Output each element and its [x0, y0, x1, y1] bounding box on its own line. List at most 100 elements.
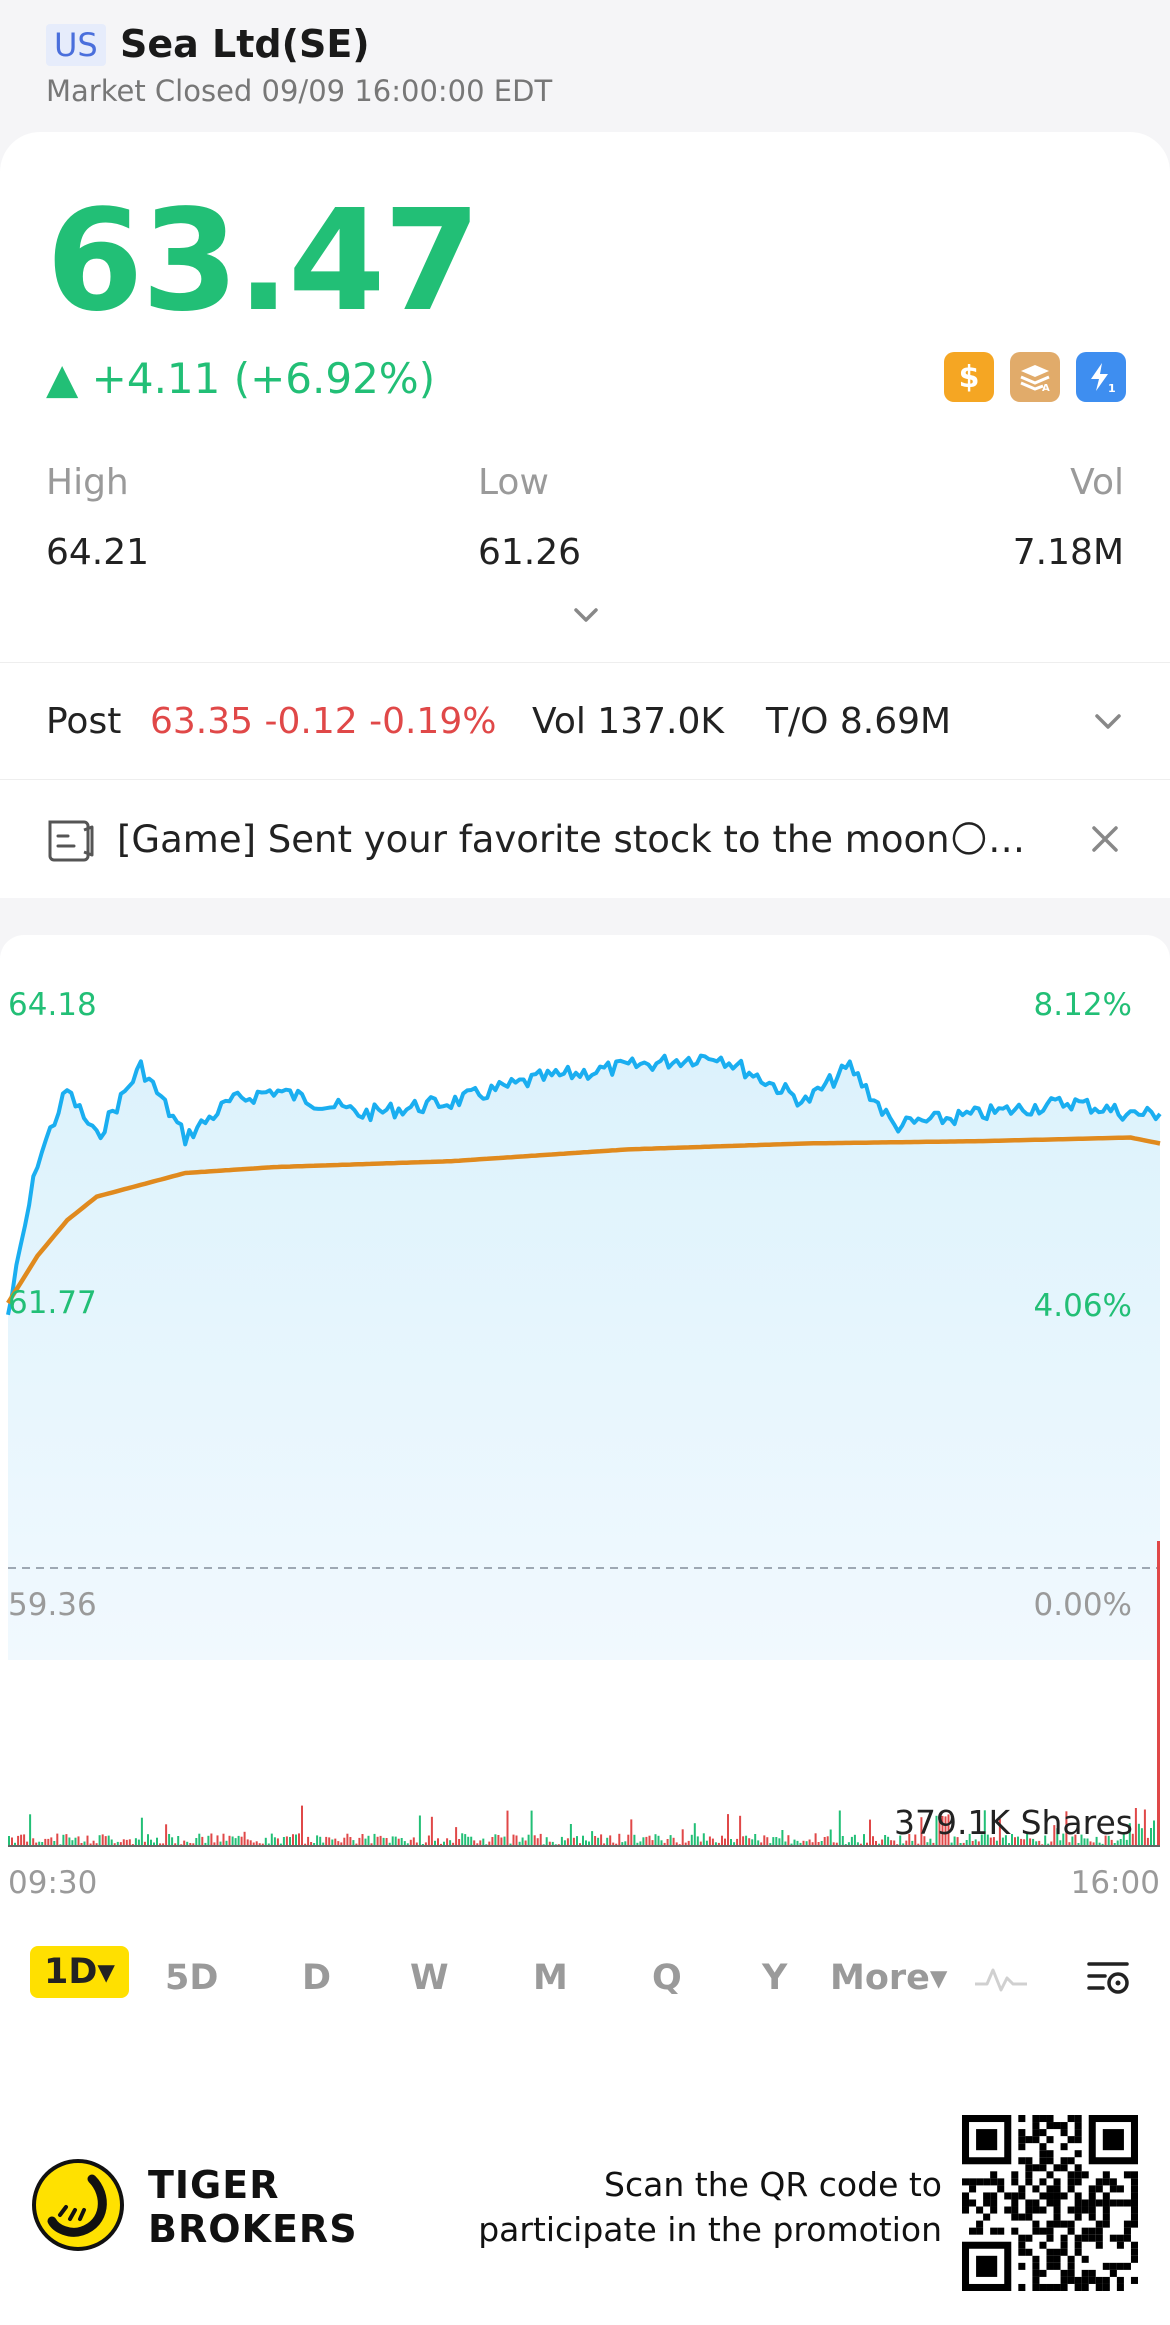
volume-bar: [863, 1834, 865, 1846]
volume-bar: [1153, 1820, 1155, 1846]
volume-bar: [989, 1837, 992, 1846]
volume-bar: [690, 1834, 693, 1846]
volume-bar: [1062, 1833, 1065, 1846]
low-label: Low: [478, 462, 549, 503]
volume-bar: [361, 1834, 364, 1846]
volume-bar: [116, 1841, 119, 1846]
volume-bar: [808, 1839, 811, 1846]
volume-bar: [841, 1836, 844, 1846]
volume-bar: [793, 1839, 796, 1846]
dollar-icon[interactable]: $: [944, 352, 994, 402]
volume-bar: [500, 1837, 503, 1846]
volume-bar: [911, 1840, 914, 1846]
volume-bar: [195, 1838, 198, 1846]
volume-bar: [742, 1836, 745, 1846]
volume-bar: [240, 1836, 243, 1846]
volume-bar: [1056, 1828, 1059, 1846]
volume-bar: [980, 1834, 983, 1846]
promo-banner[interactable]: [Game] Sent your favorite stock to the m…: [0, 780, 1170, 898]
volume-bar: [455, 1827, 458, 1846]
volume-bar: [636, 1842, 639, 1846]
period-q[interactable]: Q: [652, 1958, 682, 1998]
volume-bar: [853, 1834, 856, 1846]
volume-bar: [1125, 1839, 1128, 1846]
volume-bar: [1059, 1840, 1062, 1846]
volume-bar: [814, 1833, 817, 1846]
volume-bar: [899, 1835, 902, 1846]
volume-bar: [246, 1839, 249, 1846]
volume-bar: [766, 1837, 769, 1846]
volume-bar: [727, 1814, 729, 1846]
volume-bar: [847, 1842, 850, 1846]
volume-bar: [591, 1831, 594, 1846]
volume-bar: [337, 1841, 340, 1846]
volume-bar: [627, 1834, 630, 1846]
volume-bar: [237, 1835, 240, 1846]
volume-bar: [319, 1836, 322, 1846]
volume-bar: [47, 1838, 50, 1846]
volume-bar: [850, 1836, 853, 1846]
volume-bar: [458, 1839, 461, 1846]
period-d[interactable]: D: [302, 1958, 332, 1998]
volume-bar: [430, 1816, 433, 1846]
volume-bar: [572, 1837, 575, 1846]
period-1d[interactable]: 1D▾: [30, 1946, 129, 1998]
volume-bar: [603, 1843, 606, 1846]
volume-bar: [494, 1834, 497, 1846]
close-icon[interactable]: [1090, 824, 1120, 854]
volume-bars: [8, 1541, 1160, 1846]
banner-text[interactable]: [Game] Sent your favorite stock to the m…: [117, 818, 1026, 861]
volume-bar: [1143, 1809, 1146, 1846]
volume-bar: [754, 1834, 757, 1846]
volume-bar: [944, 1816, 947, 1846]
volume-bar: [83, 1841, 86, 1846]
volume-bar: [355, 1843, 358, 1846]
volume-bar: [778, 1838, 781, 1846]
chevron-down-icon[interactable]: [1090, 703, 1126, 739]
svg-text:1: 1: [1108, 382, 1116, 394]
volume-bar: [382, 1837, 385, 1846]
volume-bar: [412, 1837, 415, 1846]
volume-bar: [1095, 1836, 1098, 1846]
period-5d[interactable]: 5D: [165, 1958, 219, 1998]
post-market-row[interactable]: Post 63.35 -0.12 -0.19% Vol 137.0K T/O 8…: [0, 662, 1170, 780]
more-periods-button[interactable]: More▾: [830, 1958, 948, 1998]
volume-bar: [1053, 1825, 1056, 1846]
period-m[interactable]: M: [533, 1958, 568, 1998]
intraday-chart[interactable]: 64.18 61.77 59.36 8.12% 4.06% 0.00% 379.…: [0, 935, 1170, 1935]
volume-bar: [1035, 1841, 1038, 1846]
notice-icon: [48, 820, 94, 862]
volume-bar: [748, 1838, 751, 1846]
volume-bar: [65, 1834, 68, 1846]
volume-bar: [497, 1835, 500, 1846]
chart-card[interactable]: 64.18 61.77 59.36 8.12% 4.06% 0.00% 379.…: [0, 935, 1170, 2085]
market-tag: US: [46, 24, 106, 66]
period-w[interactable]: W: [410, 1958, 449, 1998]
volume-bar: [714, 1842, 717, 1846]
volume-bar: [533, 1835, 536, 1846]
volume-bar: [1032, 1838, 1035, 1846]
stack-a-icon[interactable]: A: [1010, 352, 1060, 402]
chevron-down-icon[interactable]: [568, 597, 604, 633]
flash-1-icon[interactable]: 1: [1076, 352, 1126, 402]
volume-bar: [20, 1834, 23, 1846]
period-y[interactable]: Y: [762, 1958, 788, 1998]
indicator-line-icon[interactable]: [973, 1960, 1029, 1996]
volume-bar: [881, 1839, 884, 1846]
volume-bar: [1116, 1840, 1119, 1846]
chart-settings-icon[interactable]: [1085, 1954, 1133, 2002]
volume-bar: [282, 1837, 285, 1846]
volume-bar: [736, 1838, 739, 1846]
volume-bar: [134, 1838, 137, 1846]
volume-bar: [890, 1840, 893, 1846]
volume-bar: [527, 1834, 530, 1846]
volume-bar: [799, 1842, 802, 1846]
volume-bar: [838, 1810, 841, 1846]
volume-bar: [751, 1839, 754, 1846]
volume-bar: [222, 1833, 225, 1846]
post-label: Post: [46, 701, 122, 742]
volume-bar: [140, 1817, 143, 1846]
average-price-line: [6, 1135, 1161, 1305]
volume-bar: [872, 1836, 874, 1846]
volume-bar: [1101, 1843, 1104, 1846]
